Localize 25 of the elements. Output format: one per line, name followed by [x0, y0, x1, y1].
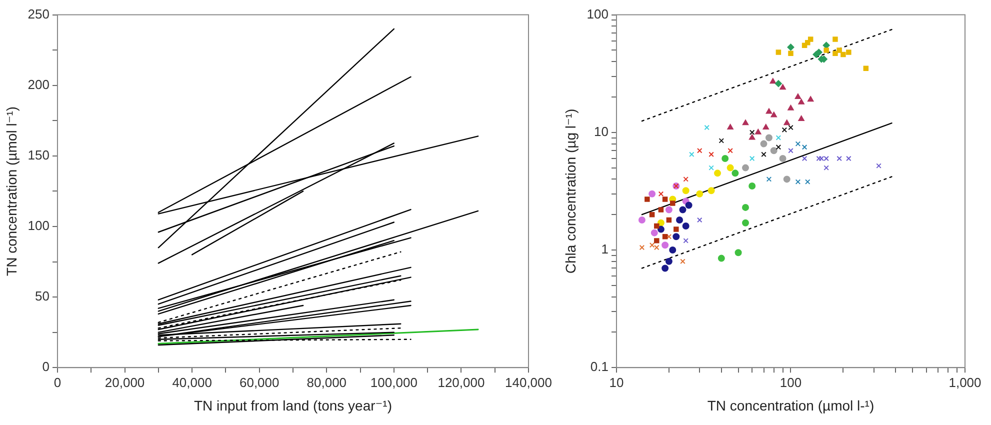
x-tick-label: 100 — [780, 374, 802, 390]
x-tick-label: 0 — [54, 374, 62, 390]
y-tick-label: 200 — [28, 76, 50, 92]
y-tick-label: 1 — [601, 242, 608, 257]
y-axis-title: Chla concentration (µg l⁻¹) — [562, 108, 578, 274]
x-tick-label: 1,000 — [948, 374, 982, 390]
y-tick-label: 100 — [28, 218, 50, 234]
x-tick-label: 10 — [609, 374, 624, 390]
x-axis-title: TN input from land (tons year⁻¹) — [194, 397, 392, 414]
x-tick-label: 60,000 — [239, 374, 280, 390]
x-tick-label: 40,000 — [172, 374, 212, 390]
x-tick-label: 120,000 — [438, 374, 485, 390]
y-tick-label: 0.1 — [590, 359, 608, 374]
x-tick-label: 140,000 — [505, 374, 552, 390]
x-tick-label: 20,000 — [104, 374, 145, 390]
x-tick-label: 80,000 — [306, 374, 347, 390]
x-tick-label: 100,000 — [370, 374, 418, 390]
y-tick-label: 10 — [594, 124, 608, 139]
y-tick-label: 250 — [28, 6, 50, 22]
y-tick-label: 0 — [42, 359, 50, 374]
y-tick-label: 50 — [35, 288, 50, 304]
y-tick-label: 150 — [28, 148, 50, 162]
x-axis-title: TN concentration (µmol l-¹) — [707, 397, 874, 414]
y-axis-title: TN concentration (µmol l⁻¹) — [3, 106, 20, 276]
y-tick-label: 100 — [586, 6, 608, 22]
